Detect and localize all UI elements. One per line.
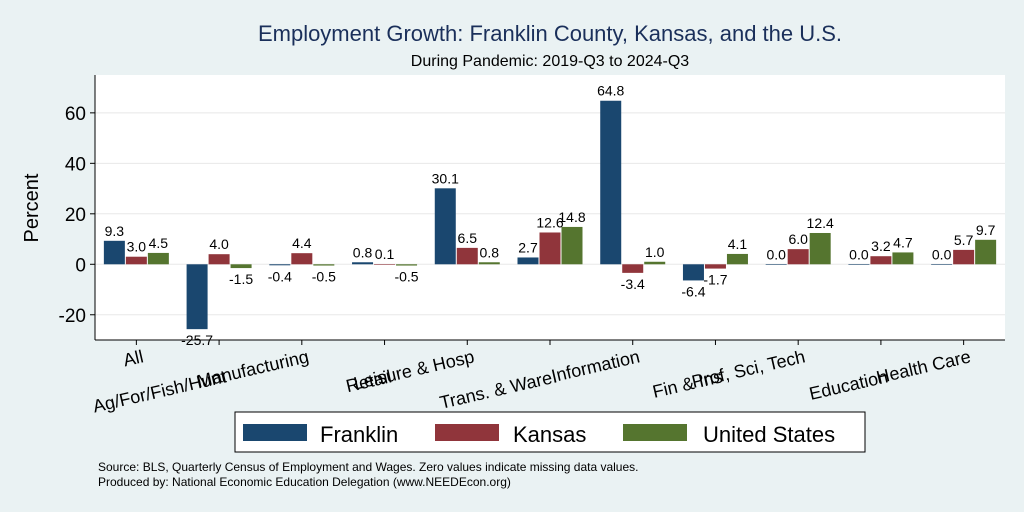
chart-subtitle: During Pandemic: 2019-Q3 to 2024-Q3 bbox=[411, 53, 689, 70]
legend-label: United States bbox=[703, 422, 835, 447]
bar-value-label: 5.7 bbox=[954, 232, 974, 248]
bar-united-states bbox=[561, 226, 583, 265]
bar-kansas bbox=[704, 264, 726, 269]
bar-franklin bbox=[931, 264, 953, 265]
x-tick-label: Information bbox=[549, 346, 641, 386]
bar-value-label: 14.8 bbox=[558, 209, 585, 225]
bar-franklin bbox=[186, 264, 208, 330]
legend: Franklin Kansas United States bbox=[234, 411, 866, 453]
x-tick-label: Health Care bbox=[874, 346, 972, 387]
y-tick-label: 0 bbox=[75, 255, 86, 276]
bar-kansas bbox=[622, 264, 644, 273]
bar-kansas bbox=[456, 247, 478, 265]
bar-united-states bbox=[230, 264, 252, 269]
legend-swatch-united-states bbox=[623, 424, 687, 441]
bar-value-label: 0.0 bbox=[849, 246, 869, 262]
bar-franklin bbox=[765, 264, 787, 265]
x-tick-label: Prof, Sci, Tech bbox=[690, 346, 807, 392]
bar-value-label: 0.1 bbox=[375, 246, 395, 262]
bar-value-label: 4.0 bbox=[209, 236, 229, 252]
bar-value-label: -0.5 bbox=[312, 269, 336, 285]
legend-label: Kansas bbox=[513, 422, 586, 447]
legend-label: Franklin bbox=[320, 422, 398, 447]
legend-swatch-franklin bbox=[243, 424, 307, 441]
bar-united-states bbox=[313, 264, 335, 266]
bar-value-label: -0.5 bbox=[394, 269, 418, 285]
bar-kansas bbox=[870, 256, 892, 265]
bar-value-label: 0.0 bbox=[932, 246, 952, 262]
bar-franklin bbox=[269, 264, 291, 266]
bar-value-label: 30.1 bbox=[432, 170, 459, 186]
bar-united-states bbox=[809, 232, 831, 265]
bar-value-label: 0.8 bbox=[353, 244, 373, 260]
bar-value-label: 3.0 bbox=[127, 239, 147, 255]
bar-kansas bbox=[953, 249, 975, 265]
bar-united-states bbox=[396, 264, 418, 266]
bar-value-label: 2.7 bbox=[518, 239, 538, 255]
bar-kansas bbox=[208, 254, 230, 265]
bar-franklin bbox=[103, 240, 125, 265]
y-axis: -20 0 20 40 60 bbox=[59, 75, 96, 340]
bar-franklin bbox=[352, 262, 374, 265]
bars bbox=[103, 100, 997, 330]
bar-united-states bbox=[147, 252, 169, 265]
bar-franklin bbox=[600, 100, 622, 265]
y-tick-label: 60 bbox=[65, 104, 86, 125]
bar-united-states bbox=[644, 261, 666, 265]
bar-kansas bbox=[787, 249, 809, 265]
bar-value-label: 9.3 bbox=[105, 223, 125, 239]
bar-value-label: 9.7 bbox=[976, 222, 996, 238]
produced-by-note: Produced by: National Economic Education… bbox=[98, 475, 511, 489]
bar-value-label: 4.1 bbox=[728, 236, 748, 252]
bar-value-label: 4.5 bbox=[149, 235, 169, 251]
bar-value-label: 0.0 bbox=[766, 246, 786, 262]
bar-value-label: 4.4 bbox=[292, 235, 312, 251]
bar-value-label: 6.5 bbox=[458, 230, 478, 246]
plot-area bbox=[95, 75, 1005, 340]
bar-value-label: -6.4 bbox=[681, 283, 705, 299]
x-tick-label: Manufacturing bbox=[195, 346, 311, 391]
chart-title: Employment Growth: Franklin County, Kans… bbox=[258, 21, 842, 46]
bar-value-label: 3.2 bbox=[871, 238, 891, 254]
bar-value-label: -1.5 bbox=[229, 271, 253, 287]
bar-franklin bbox=[517, 257, 539, 265]
bar-labels: 9.33.0 4.5-25.74.0-1.5 -0.44.4-0.50.8 0.1-0… bbox=[105, 83, 996, 348]
bar-value-label: 12.4 bbox=[807, 215, 834, 231]
bar-value-label: 64.8 bbox=[597, 83, 624, 99]
bar-kansas bbox=[539, 232, 561, 265]
bar-value-label: -0.4 bbox=[268, 268, 292, 284]
legend-swatch-kansas bbox=[435, 424, 499, 441]
x-tick-label: Leisure & Hosp bbox=[352, 346, 476, 393]
chart: Employment Growth: Franklin County, Kans… bbox=[21, 21, 1005, 453]
y-tick-label: -20 bbox=[59, 306, 86, 327]
bar-united-states bbox=[892, 252, 914, 265]
x-tick-label: All bbox=[121, 346, 145, 370]
y-axis-label: Percent bbox=[21, 173, 43, 242]
bar-value-label: 12.6 bbox=[536, 214, 563, 230]
y-tick-label: 40 bbox=[65, 154, 86, 175]
bar-value-label: -1.7 bbox=[703, 272, 727, 288]
bar-value-label: 0.8 bbox=[480, 244, 500, 260]
bar-franklin bbox=[848, 264, 870, 265]
bar-value-label: 1.0 bbox=[645, 244, 665, 260]
bar-kansas bbox=[125, 256, 147, 265]
legend-box bbox=[234, 411, 866, 453]
bar-value-label: -3.4 bbox=[621, 276, 645, 292]
x-tick-label: Trans. & Ware. bbox=[438, 366, 559, 412]
bar-united-states bbox=[975, 239, 997, 265]
bar-value-label: 6.0 bbox=[788, 231, 808, 247]
source-note: Source: BLS, Quarterly Census of Employm… bbox=[98, 460, 639, 474]
bar-value-label: 4.7 bbox=[893, 234, 913, 250]
bar-kansas bbox=[291, 253, 313, 265]
bar-united-states bbox=[478, 262, 500, 265]
bar-kansas bbox=[374, 264, 396, 265]
y-tick-label: 20 bbox=[65, 205, 86, 226]
bar-franklin bbox=[434, 188, 456, 265]
bar-franklin bbox=[682, 264, 704, 281]
bar-united-states bbox=[726, 253, 748, 265]
